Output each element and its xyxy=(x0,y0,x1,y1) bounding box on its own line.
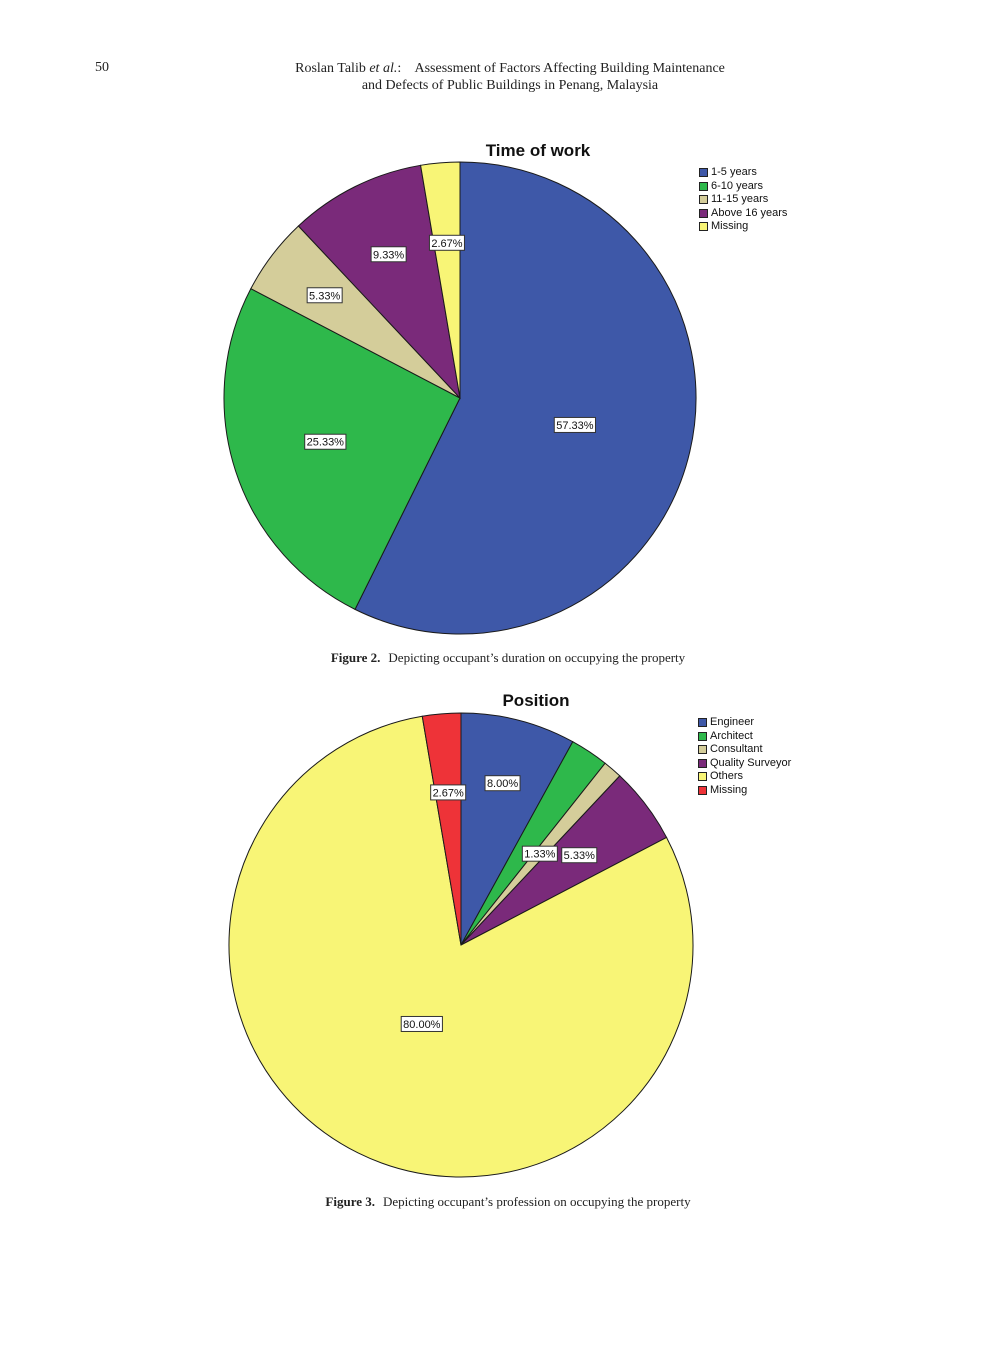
pie-slice-others xyxy=(228,715,694,1178)
figure-3-text: Depicting occupant’s profession on occup… xyxy=(383,1194,691,1209)
legend-swatch xyxy=(699,208,708,218)
legend-swatch xyxy=(698,758,707,768)
slice-label-1-5-years: 57.33% xyxy=(553,416,596,433)
svg-text:9.33%: 9.33% xyxy=(373,249,404,261)
figure-2-caption: Figure 2. Depicting occupant’s duration o… xyxy=(0,650,992,666)
svg-text:80.00%: 80.00% xyxy=(403,1019,441,1031)
paper-title-line1: Assessment of Factors Affecting Building… xyxy=(414,61,725,76)
paper-title-line2: and Defects of Public Buildings in Penan… xyxy=(361,78,659,93)
slice-label-above-16-years: 9.33% xyxy=(370,246,407,263)
figure-2-text: Depicting occupant’s duration on occupyi… xyxy=(388,650,686,665)
legend-item-11-15-years: 11-15 years xyxy=(699,193,787,207)
legend-swatch xyxy=(698,718,707,728)
pie-slice-engineer xyxy=(460,712,574,946)
svg-text:2.67%: 2.67% xyxy=(433,787,464,799)
legend-swatch xyxy=(698,772,707,782)
legend-label: Consultant xyxy=(710,743,763,755)
legend-swatch xyxy=(699,168,708,178)
slice-label-quality-surveyor: 5.33% xyxy=(561,847,598,864)
legend-swatch xyxy=(698,745,707,755)
legend-label: Missing xyxy=(711,220,749,232)
svg-text:57.33%: 57.33% xyxy=(556,420,594,432)
legend-label: Quality Surveyor xyxy=(710,756,792,769)
figure-3-caption: Figure 3. Depicting occupant’s profession… xyxy=(0,1194,992,1210)
chart-title-position: Position xyxy=(502,691,570,710)
legend-swatch xyxy=(699,181,708,191)
legend-label: 6-10 years xyxy=(711,179,763,192)
pie-slice-above-16-years xyxy=(297,164,461,400)
legend-item-quality-surveyor: Quality Surveyor xyxy=(698,757,791,771)
slice-label-others: 80.00% xyxy=(400,1015,443,1032)
running-head-line1: Roslan Talib et al.: Assessment of Facto… xyxy=(295,61,725,76)
legend-item-others: Others xyxy=(698,770,791,784)
legend-item-missing: Missing xyxy=(699,220,787,234)
legend-position: Engineer Architect Consultant Quality Surve… xyxy=(698,716,791,797)
pie-slice-missing xyxy=(420,161,461,399)
page-number: 50 xyxy=(95,60,109,75)
slice-label-missing: 2.67% xyxy=(430,784,467,801)
pie-slice-missing xyxy=(421,712,462,946)
legend-label: 11-15 years xyxy=(711,193,769,205)
et-al: et al. xyxy=(369,61,398,76)
running-head: Roslan Talib et al.: Assessment of Facto… xyxy=(250,60,770,94)
chart-title-time-of-work: Time of work xyxy=(485,141,591,160)
legend-item-above-16-years: Above 16 years xyxy=(699,207,787,221)
legend-swatch xyxy=(698,785,707,795)
legend-time-of-work: 1-5 years 6-10 years 11-15 years Above 16 y… xyxy=(699,166,787,234)
slice-label-missing: 2.67% xyxy=(428,234,465,251)
legend-label: Engineer xyxy=(710,716,755,728)
legend-label: Above 16 years xyxy=(711,206,788,219)
slice-label-engineer: 8.00% xyxy=(484,775,521,792)
legend-item-consultant: Consultant xyxy=(698,743,791,757)
legend-label: Missing xyxy=(710,783,748,796)
authors: Roslan Talib xyxy=(295,61,366,76)
svg-text:5.33%: 5.33% xyxy=(309,290,340,302)
svg-text:5.33%: 5.33% xyxy=(564,850,595,862)
figure-3-label: Figure 3. xyxy=(325,1194,375,1209)
legend-item-missing: Missing xyxy=(698,784,791,798)
slice-label-consultant: 1.33% xyxy=(521,845,558,862)
legend-swatch xyxy=(699,222,708,232)
legend-label: Architect xyxy=(710,729,753,742)
slice-label-6-10-years: 25.33% xyxy=(304,433,347,450)
svg-text:8.00%: 8.00% xyxy=(487,778,518,790)
legend-item-engineer: Engineer xyxy=(698,716,791,730)
legend-label: 1-5 years xyxy=(711,166,757,178)
legend-swatch xyxy=(699,195,708,205)
figure-2-label: Figure 2. xyxy=(330,650,381,665)
legend-label: Others xyxy=(710,770,744,782)
legend-swatch xyxy=(698,731,707,741)
legend-item-architect: Architect xyxy=(698,730,791,744)
slice-label-11-15-years: 5.33% xyxy=(306,287,343,304)
legend-item-6-10-years: 6-10 years xyxy=(699,180,787,194)
svg-text:2.67%: 2.67% xyxy=(431,238,462,250)
svg-text:25.33%: 25.33% xyxy=(307,437,345,449)
svg-text:1.33%: 1.33% xyxy=(524,849,555,861)
pie-slice-1-5-years xyxy=(354,161,697,635)
legend-item-1-5-years: 1-5 years xyxy=(699,166,787,180)
